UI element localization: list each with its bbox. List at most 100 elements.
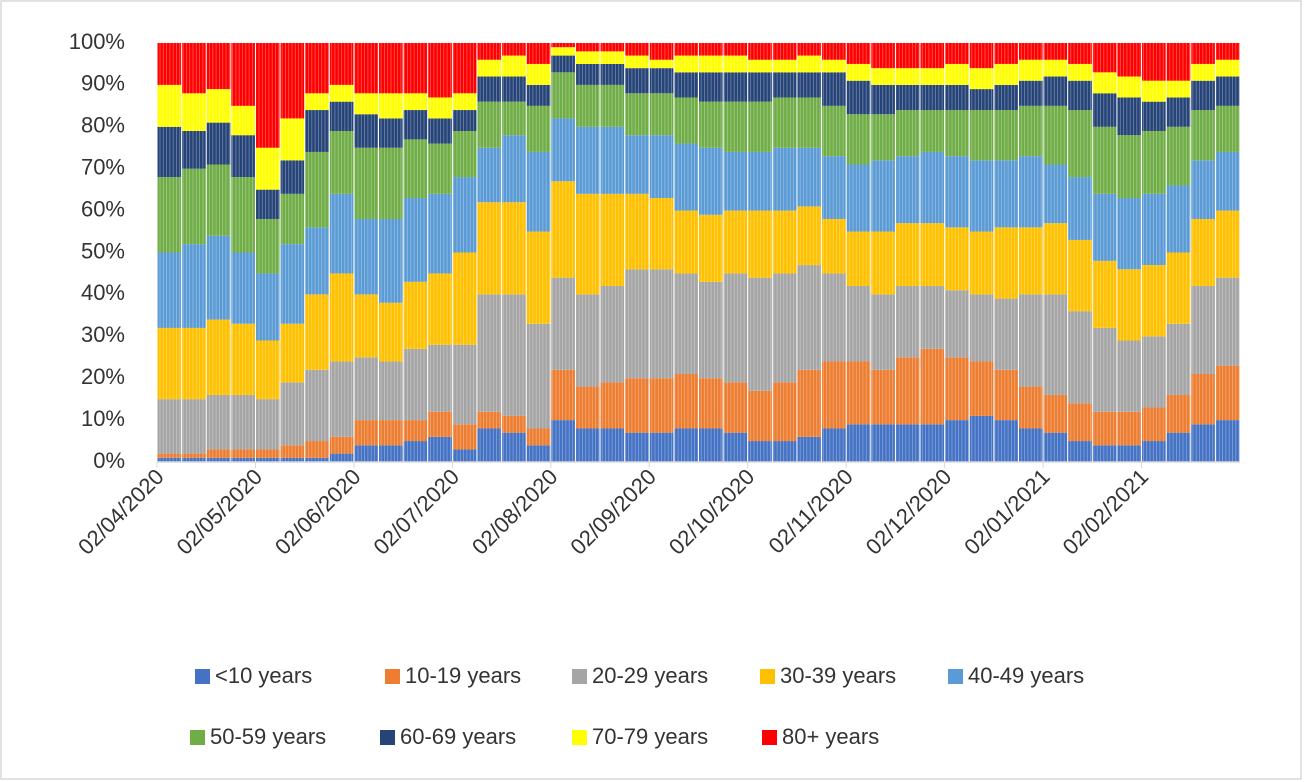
bar-segment	[157, 399, 182, 454]
bar-segment	[157, 327, 182, 400]
bar-segment	[969, 231, 994, 295]
bar-segment	[403, 139, 428, 199]
bar-segment	[1215, 277, 1240, 366]
bar-segment	[674, 143, 698, 211]
bar-segment	[206, 89, 231, 123]
bar-segment	[255, 449, 280, 458]
bar-segment	[723, 382, 748, 433]
bar-segment	[772, 59, 797, 73]
bar-segment	[305, 294, 329, 370]
bar-segment	[625, 55, 649, 69]
bar-segment	[305, 227, 329, 295]
bar-segment	[649, 93, 674, 136]
bar-segment	[379, 93, 403, 119]
bar-segment	[526, 231, 551, 324]
bar-segment	[846, 114, 871, 165]
bar-segment	[354, 218, 379, 295]
bar-segment	[575, 43, 600, 52]
bar-segment	[1043, 59, 1068, 77]
legend-swatch	[380, 730, 395, 745]
bar-segment	[699, 214, 723, 282]
bar-segment	[945, 110, 969, 157]
bar-segment	[797, 436, 822, 462]
bar-segment	[1092, 43, 1117, 73]
bar-segment	[600, 51, 625, 64]
bar-segment	[649, 59, 674, 69]
bar-segment	[477, 43, 502, 60]
bar-segment	[649, 135, 674, 199]
bar-segment	[649, 43, 674, 60]
y-tick-label: 70%	[81, 155, 125, 180]
bar-segment	[575, 386, 600, 429]
bar-segment	[1142, 336, 1166, 408]
bar-segment	[969, 110, 994, 161]
bar-segment	[305, 43, 329, 94]
bar-segment	[1191, 43, 1215, 64]
bar-segment	[502, 294, 526, 416]
bar-segment	[379, 43, 403, 94]
bar-segment	[452, 43, 477, 94]
bar-segment	[182, 327, 206, 400]
bar-segment	[231, 394, 255, 450]
bar-segment	[625, 378, 649, 433]
bar-segment	[1166, 126, 1191, 186]
bar-segment	[920, 151, 945, 224]
bar-segment	[452, 424, 477, 450]
bar-segment	[551, 181, 575, 278]
bar-segment	[379, 218, 403, 303]
bar-segment	[157, 252, 182, 328]
bar-segment	[403, 43, 428, 94]
bar-segment	[994, 298, 1018, 370]
bar-segment	[379, 361, 403, 421]
legend-label: 70-79 years	[592, 724, 708, 749]
bar-segment	[305, 110, 329, 152]
bar-segment	[895, 68, 920, 85]
bar-segment	[600, 63, 625, 85]
bar-segment	[846, 43, 871, 64]
bar-segment	[674, 428, 698, 462]
bar-segment	[452, 130, 477, 178]
bar-segment	[1166, 252, 1191, 324]
bar-segment	[255, 457, 280, 462]
bar-segment	[600, 84, 625, 127]
bar-segment	[206, 449, 231, 458]
y-tick-label: 80%	[81, 113, 125, 138]
bar-segment	[526, 323, 551, 429]
bar-segment	[403, 441, 428, 462]
bar-segment	[182, 43, 206, 94]
bar-segment	[428, 411, 452, 437]
bar-segment	[871, 84, 895, 115]
bar-segment	[871, 294, 895, 370]
bar-segment	[1068, 311, 1092, 404]
bar-segment	[477, 411, 502, 429]
bar-segment	[354, 93, 379, 115]
bar-segment	[157, 126, 182, 178]
bar-segment	[969, 89, 994, 111]
bar-segment	[797, 147, 822, 207]
bar-segment	[1215, 43, 1240, 60]
bar-segment	[846, 286, 871, 362]
bar-segment	[526, 84, 551, 106]
bar-segment	[1191, 286, 1215, 375]
bar-segment	[748, 277, 772, 391]
bar-segment	[772, 147, 797, 211]
bar-segment	[379, 147, 403, 219]
bar-segment	[551, 369, 575, 421]
bar-segment	[871, 231, 895, 295]
bar-segment	[502, 135, 526, 203]
bar-segment	[1215, 151, 1240, 211]
bar-segment	[403, 110, 428, 140]
bar-segment	[526, 151, 551, 232]
bar-segment	[231, 135, 255, 178]
bar-segment	[871, 424, 895, 462]
bar-segment	[1215, 76, 1240, 106]
bar-segment	[526, 428, 551, 446]
bar-segment	[1018, 156, 1043, 228]
legend-label: 40-49 years	[968, 663, 1084, 688]
legend-swatch	[572, 669, 587, 684]
bar-segment	[600, 43, 625, 52]
bar-segment	[206, 319, 231, 395]
bar-segment	[994, 160, 1018, 228]
bar-segment	[994, 227, 1018, 299]
bar-segment	[182, 399, 206, 454]
